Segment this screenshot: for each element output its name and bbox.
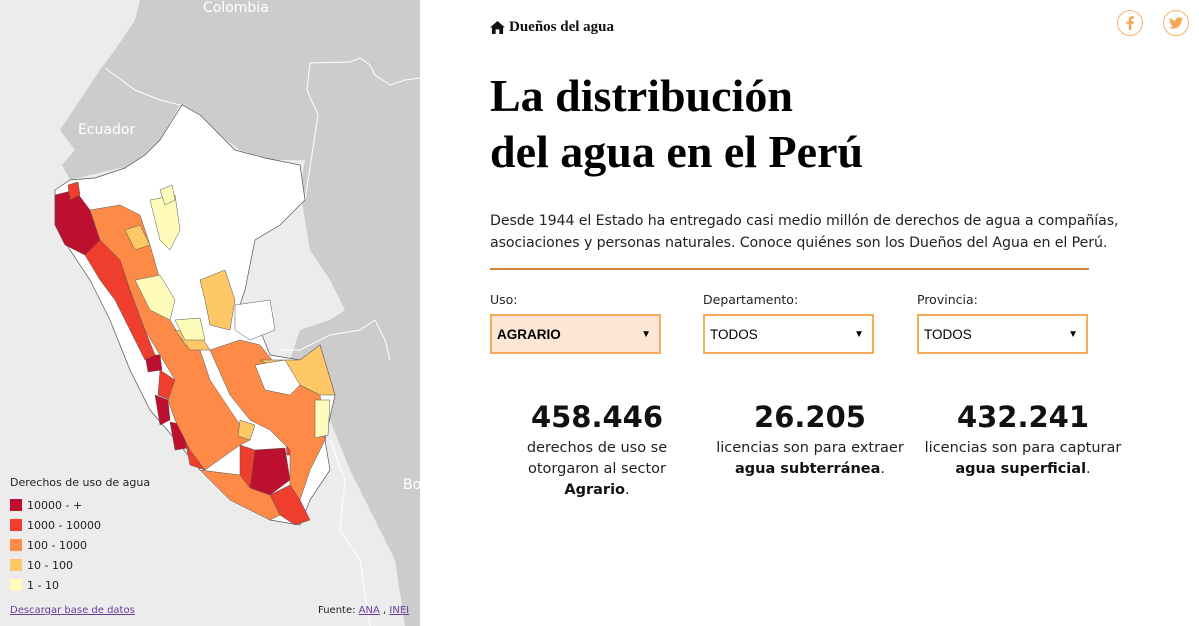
stat-description: derechos de uso se otorgaron al sector A… — [497, 438, 697, 501]
stat-end: . — [625, 482, 630, 498]
filter-departamento: Departamento: TODOS ▼ — [703, 292, 874, 354]
intro-text: Desde 1944 el Estado ha entregado casi m… — [490, 213, 1119, 251]
twitter-share-button[interactable] — [1163, 10, 1189, 36]
dropdown-arrow-icon: ▼ — [1068, 328, 1078, 340]
peru-choropleth-map[interactable] — [0, 0, 420, 626]
filter-label: Provincia: — [917, 292, 978, 307]
home-link[interactable]: Dueños del agua — [490, 19, 614, 36]
facebook-share-button[interactable] — [1117, 10, 1143, 36]
uso-select[interactable]: AGRARIO ▼ — [490, 314, 661, 354]
stat-number: 458.446 — [530, 400, 664, 434]
facebook-icon — [1126, 16, 1134, 30]
legend-item: 1000 - 10000 — [10, 515, 150, 535]
stat-text: licencias son para capturar — [924, 440, 1122, 456]
legend-item: 10 - 100 — [10, 555, 150, 575]
legend-swatch — [10, 519, 22, 531]
provincia-select[interactable]: TODOS ▼ — [917, 314, 1088, 354]
legend-item: 1 - 10 — [10, 575, 150, 595]
legend-item: 10000 - + — [10, 495, 150, 515]
divider — [490, 268, 1089, 270]
title-line-2: del agua en el Perú — [490, 126, 864, 177]
filter-provincia: Provincia: TODOS ▼ — [917, 292, 1088, 354]
legend-label: 10000 - + — [27, 498, 83, 512]
select-value: AGRARIO — [497, 326, 561, 342]
filter-uso: Uso: AGRARIO ▼ — [490, 292, 661, 354]
stat-subterranea: 26.205 licencias son para extraer agua s… — [710, 398, 910, 480]
stat-description: licencias son para extraer agua subterrá… — [710, 438, 910, 480]
stat-end: . — [880, 461, 886, 477]
source-label: Fuente: — [318, 605, 356, 616]
stat-description: licencias son para capturar agua superfi… — [923, 438, 1123, 480]
stat-bold: Agrario — [564, 482, 625, 498]
stat-bold: agua subterránea — [734, 461, 881, 477]
filter-label: Uso: — [490, 292, 518, 307]
stat-bold: agua superficial — [955, 461, 1087, 477]
legend-title: Derechos de uso de agua — [10, 476, 151, 489]
source-credit: Fuente: ANA , INEI — [318, 605, 409, 616]
stat-text: derechos de uso se otorgaron al sector — [526, 440, 668, 477]
stat-superficial: 432.241 licencias son para capturar agua… — [923, 398, 1123, 480]
dropdown-arrow-icon: ▼ — [854, 328, 864, 340]
twitter-icon — [1169, 17, 1183, 29]
legend-label: 1000 - 10000 — [27, 518, 101, 532]
stat-derechos: 458.446 derechos de uso se otorgaron al … — [497, 398, 697, 501]
select-value: TODOS — [710, 326, 758, 342]
legend-swatch — [10, 499, 22, 511]
map-panel[interactable]: Colombia Ecuador Bo Derechos de uso de a… — [0, 0, 420, 626]
stat-text: licencias son para extraer — [716, 440, 904, 456]
country-label-bolivia: Bo — [403, 477, 420, 493]
country-label-ecuador: Ecuador — [78, 122, 136, 138]
dropdown-arrow-icon: ▼ — [641, 328, 651, 340]
legend-label: 1 - 10 — [27, 578, 59, 592]
country-label-colombia: Colombia — [203, 0, 269, 16]
legend-swatch — [10, 559, 22, 571]
home-icon — [490, 21, 505, 34]
download-database-link[interactable]: Descargar base de datos — [10, 605, 135, 616]
legend-swatch — [10, 579, 22, 591]
stat-number: 432.241 — [956, 400, 1090, 434]
stat-number: 26.205 — [754, 400, 866, 434]
legend-label: 10 - 100 — [27, 558, 73, 572]
source-link-inei[interactable]: INEI — [389, 605, 410, 616]
select-value: TODOS — [924, 326, 972, 342]
filter-label: Departamento: — [703, 292, 799, 307]
source-separator: , — [383, 605, 387, 616]
map-legend: Derechos de uso de agua 10000 - + 1000 -… — [10, 476, 150, 595]
legend-item: 100 - 1000 — [10, 535, 150, 555]
legend-label: 100 - 1000 — [27, 538, 87, 552]
legend-swatch — [10, 539, 22, 551]
departamento-select[interactable]: TODOS ▼ — [703, 314, 874, 354]
stat-end: . — [1086, 461, 1091, 477]
page-title: La distribución del agua en el Perú — [490, 68, 863, 180]
source-link-ana[interactable]: ANA — [358, 605, 380, 616]
title-line-1: La distribución — [490, 70, 793, 121]
site-name: Dueños del agua — [509, 19, 615, 35]
